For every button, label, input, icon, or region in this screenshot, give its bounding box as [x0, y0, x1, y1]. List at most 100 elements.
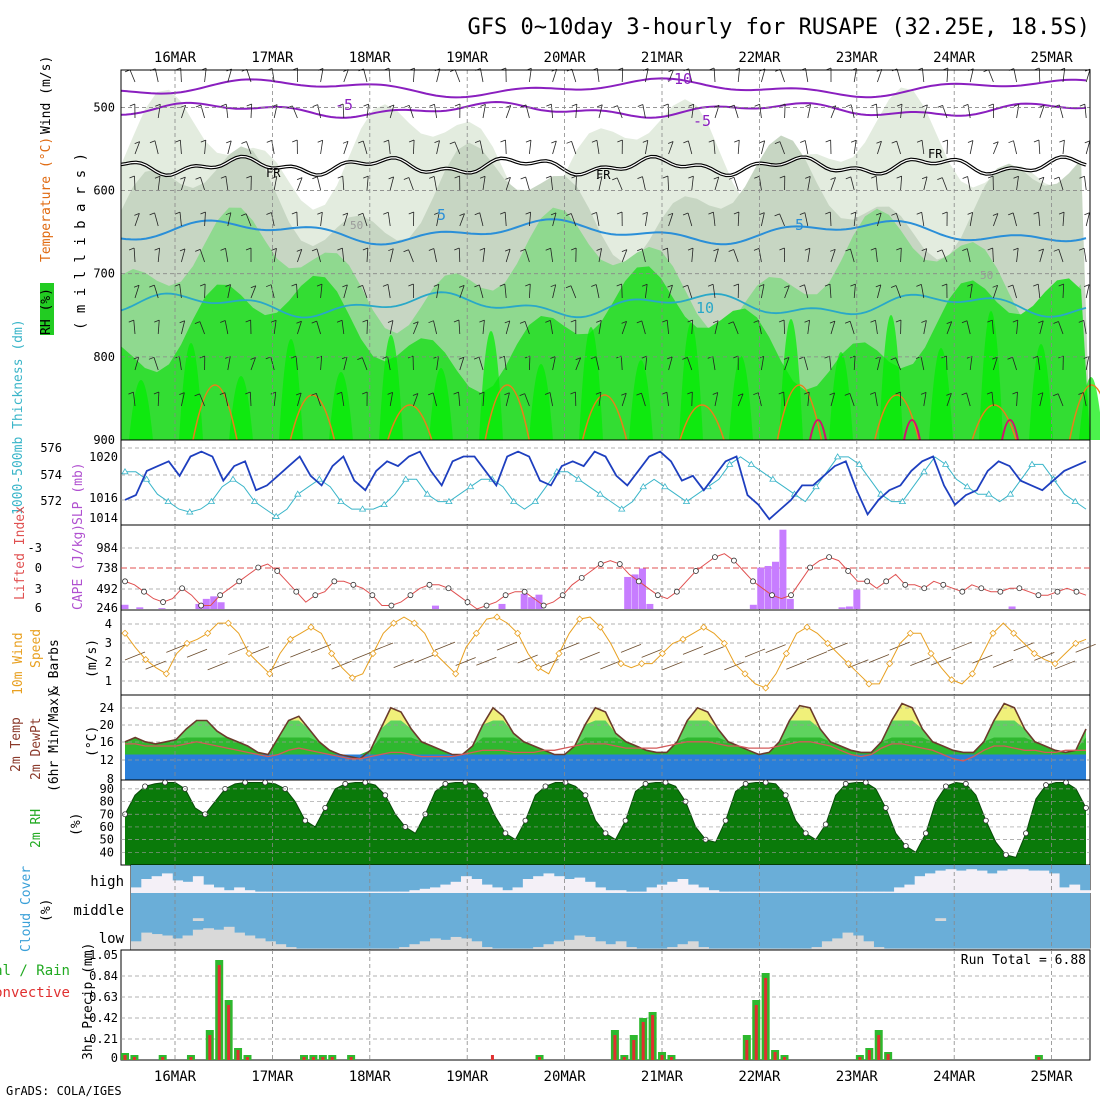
- wind-barb-flag: [779, 103, 786, 107]
- wind-barb: [389, 392, 394, 407]
- axis-tick-label: -3: [28, 541, 42, 555]
- cloud-bar: [770, 891, 782, 893]
- wind-barb-flag: [825, 139, 831, 143]
- wind-barb-flag: [774, 213, 780, 217]
- thickness-point: [898, 497, 907, 505]
- wind-barb: [224, 392, 229, 407]
- cloud-panel: high middle low Cloud Cover (%): [19, 864, 1091, 952]
- wind-barb: [225, 248, 229, 263]
- wind-barb-flag: [713, 248, 719, 252]
- wind10-barb: [1075, 643, 1096, 653]
- wind-barb-flag: [296, 177, 303, 181]
- lifted-index-point: [959, 588, 966, 595]
- precip-convective-bar: [754, 1005, 758, 1060]
- wind-barb: [552, 212, 557, 227]
- cloud-bar: [182, 935, 194, 950]
- lifted-index-point: [635, 578, 642, 585]
- lifted-index-point: [1073, 588, 1080, 595]
- cloud-bar: [986, 948, 998, 950]
- wind10-barb: [889, 641, 910, 651]
- lifted-index-point: [692, 568, 699, 574]
- precip-convective-bar: [867, 1050, 871, 1060]
- thickness-point: [812, 482, 820, 490]
- rh2m-point: [1003, 851, 1009, 858]
- wind-barb: [458, 320, 461, 335]
- rh2m-point: [302, 817, 309, 824]
- cloud-bar: [192, 876, 204, 893]
- wind-barb-flag: [1079, 103, 1085, 107]
- wind-speed-point: [555, 649, 563, 658]
- wind-barb: [271, 212, 275, 227]
- rh2m-point: [322, 805, 329, 811]
- thickness-point: [1006, 490, 1015, 497]
- wind-barb-flag: [194, 321, 201, 325]
- wind-barb-flag: [636, 392, 642, 396]
- wind-barb: [853, 284, 856, 299]
- wind-barb-flag: [362, 391, 368, 395]
- wind-barb-flag: [545, 247, 551, 251]
- cloud-bar: [151, 876, 163, 893]
- cloud-bar: [141, 932, 153, 950]
- axis-tick-label: 6: [35, 601, 42, 615]
- precip-convective-bar: [311, 1057, 315, 1060]
- wind-axis-label: Wind (m/s): [39, 56, 54, 134]
- wind-barb: [596, 212, 600, 227]
- cloud-bar: [512, 948, 524, 950]
- cape-bar: [845, 606, 853, 609]
- wind-barb-flag: [317, 139, 323, 143]
- cloud-bar: [760, 948, 771, 950]
- wind-barb-flag: [565, 285, 572, 289]
- wind-barb: [204, 284, 206, 299]
- wind-barb-flag: [1053, 248, 1059, 252]
- wind-barb-flag: [570, 391, 576, 395]
- temp-contour-orange: [971, 404, 1017, 441]
- wind-barb-flag: [596, 176, 603, 179]
- wind-barb-flag: [404, 104, 410, 108]
- wind-barb-flag: [311, 392, 317, 396]
- wind-barb-flag: [875, 212, 882, 216]
- wind-barb-flag: [474, 140, 481, 143]
- wind-barb: [320, 140, 324, 155]
- wind-speed-point: [472, 629, 480, 637]
- rh2m-point: [1083, 805, 1089, 811]
- wind-barb-flag: [961, 392, 967, 396]
- wind-barb-flag: [784, 285, 790, 289]
- wind-barb: [668, 213, 674, 227]
- cloud-bar: [285, 947, 297, 950]
- precip-legend-convective: Convective: [0, 985, 70, 1001]
- wind-barb: [389, 176, 395, 191]
- precip-convective-bar: [669, 1057, 673, 1060]
- wind-barb-flag: [428, 320, 434, 324]
- wind-barb-flag: [992, 356, 998, 360]
- wind-barb: [687, 357, 693, 371]
- wind-barb-flag: [804, 319, 810, 323]
- wind-barb: [784, 104, 786, 119]
- cloud-bar: [832, 891, 844, 893]
- cloud-bar: [368, 891, 379, 893]
- wind-barb: [1038, 212, 1041, 227]
- wind-barb-flag: [250, 285, 256, 289]
- cloud-bar: [749, 891, 761, 893]
- wind-barb-flag: [429, 103, 435, 107]
- lifted-index-point: [388, 602, 395, 609]
- cloud-bar: [966, 869, 978, 893]
- wind-barb-flag: [403, 249, 409, 253]
- chart-title: GFS 0~10day 3-hourly for RUSAPE (32.25E,…: [467, 15, 1090, 40]
- temp-series: [124, 702, 1087, 762]
- thickness-point: [531, 497, 540, 505]
- temp-contour-orange: [192, 384, 238, 441]
- wind-barb: [552, 140, 557, 155]
- wind-barb: [1084, 176, 1087, 191]
- wind10-barb: [558, 642, 580, 652]
- wind10-barb: [372, 642, 394, 652]
- cloud-bar: [904, 948, 916, 950]
- thickness-point: [445, 497, 453, 505]
- wind-barb: [524, 249, 530, 263]
- lifted-index-point: [654, 592, 661, 599]
- precip-convective-bar: [236, 1050, 240, 1060]
- wind-barb: [966, 320, 971, 335]
- wind-barb: [482, 320, 485, 335]
- wind-barb: [969, 212, 974, 227]
- cloud-bar: [285, 891, 297, 893]
- wind-barb-flag: [779, 175, 785, 179]
